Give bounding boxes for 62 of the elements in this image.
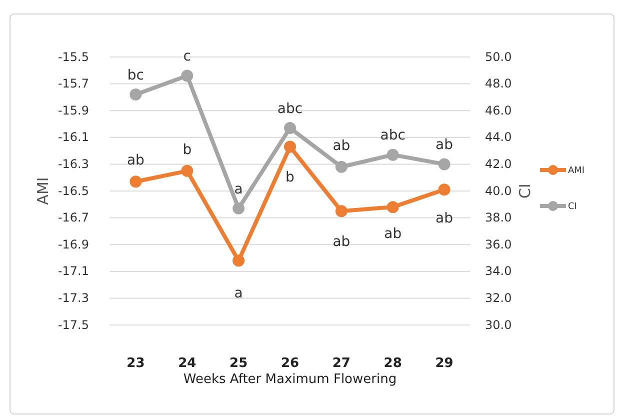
legend-label: CI xyxy=(568,202,577,212)
y-axis-title: AMI xyxy=(34,177,52,205)
annotation: c xyxy=(183,48,191,65)
y2-tick-label: 44.0 xyxy=(485,130,512,144)
y2-tick-label: 30.0 xyxy=(485,318,512,332)
annotation: ab xyxy=(126,152,145,169)
point xyxy=(232,254,245,267)
y-tick-label: -15.5 xyxy=(58,50,89,64)
x-tick-label: 23 xyxy=(126,356,145,372)
point xyxy=(438,158,450,170)
y2-tick-label: 48.0 xyxy=(485,76,512,91)
annotation: a xyxy=(234,286,243,302)
point xyxy=(130,176,142,188)
annotation: ab xyxy=(332,234,350,250)
point xyxy=(181,70,194,82)
annotation: b xyxy=(182,142,192,158)
point xyxy=(438,184,450,196)
x-tick-label: 26 xyxy=(280,356,300,372)
point xyxy=(130,88,142,101)
y-tick-label: -16.1 xyxy=(58,130,89,144)
y-tick-label: -15.7 xyxy=(58,76,89,91)
annotation: abc xyxy=(277,100,303,117)
y-tick-label: -16.5 xyxy=(58,184,89,198)
y-tick-label: -17.5 xyxy=(58,318,89,332)
y2-tick-label: 38.0 xyxy=(485,210,512,225)
legend-label: AMI xyxy=(568,166,585,176)
annotation: ab xyxy=(384,226,402,242)
y2-tick-label: 46.0 xyxy=(485,103,512,118)
point xyxy=(386,201,399,214)
annotation: b xyxy=(286,170,295,186)
y-tick-label: -17.3 xyxy=(58,291,89,306)
point xyxy=(284,140,296,153)
y2-tick-label: 34.0 xyxy=(485,264,512,278)
y-tick-label: -16.3 xyxy=(58,157,89,172)
point xyxy=(181,164,194,177)
y-tick-label: -15.9 xyxy=(58,103,89,118)
x-tick-label: 29 xyxy=(435,356,454,372)
annotation: a xyxy=(234,181,243,198)
y-tick-label: -16.9 xyxy=(58,237,89,252)
y2-tick-label: 32.0 xyxy=(485,291,512,306)
x-axis-title: Weeks After Maximum Flowering xyxy=(183,372,397,387)
y2-tick-label: 42.0 xyxy=(485,157,512,172)
x-tick-label: 28 xyxy=(384,356,402,372)
x-tick-label: 24 xyxy=(178,356,196,372)
point xyxy=(386,148,399,161)
y2-axis-title: CI xyxy=(516,184,534,198)
annotation: ab xyxy=(436,137,454,154)
x-tick-label: 27 xyxy=(332,356,350,372)
x-tick-label: 25 xyxy=(230,356,248,372)
y-tick-label: -16.7 xyxy=(58,210,89,225)
point xyxy=(335,160,348,173)
y2-tick-label: 50.0 xyxy=(485,50,512,64)
y2-tick-label: 40.0 xyxy=(485,184,512,198)
y-tick-label: -17.1 xyxy=(58,264,89,278)
annotation: ab xyxy=(332,138,350,154)
y2-tick-label: 36.0 xyxy=(485,237,512,252)
annotation: abc xyxy=(380,128,406,144)
point xyxy=(284,122,296,134)
annotation: ab xyxy=(436,210,454,227)
point xyxy=(335,205,348,218)
annotation: bc xyxy=(127,67,144,84)
point xyxy=(232,202,245,214)
